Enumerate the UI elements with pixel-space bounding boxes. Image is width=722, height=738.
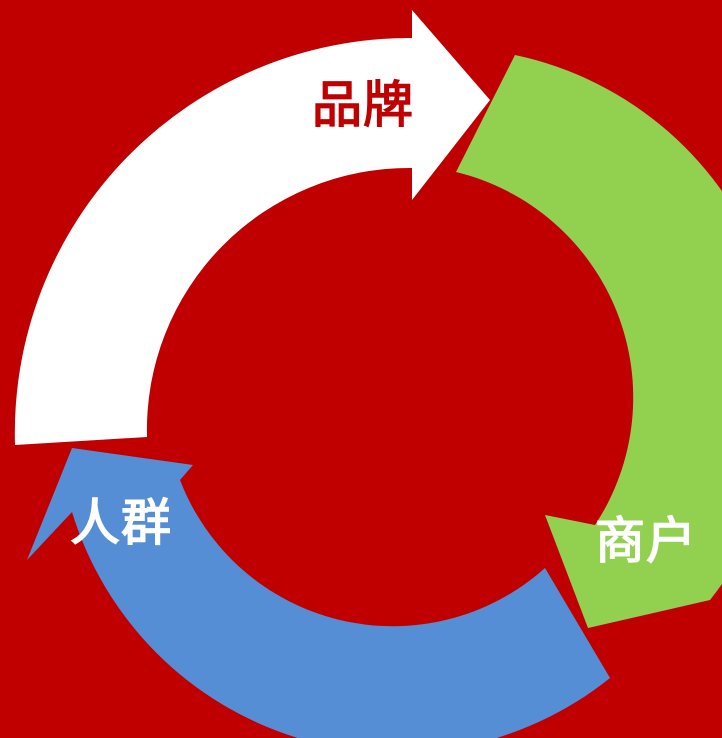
brand-arrow [14,10,490,445]
merchant-label: 商户 [595,512,697,570]
crowd-arrow [27,448,610,738]
merchant-arrow [456,55,722,628]
crowd-label: 人群 [70,494,172,552]
brand-label: 品牌 [312,76,414,134]
